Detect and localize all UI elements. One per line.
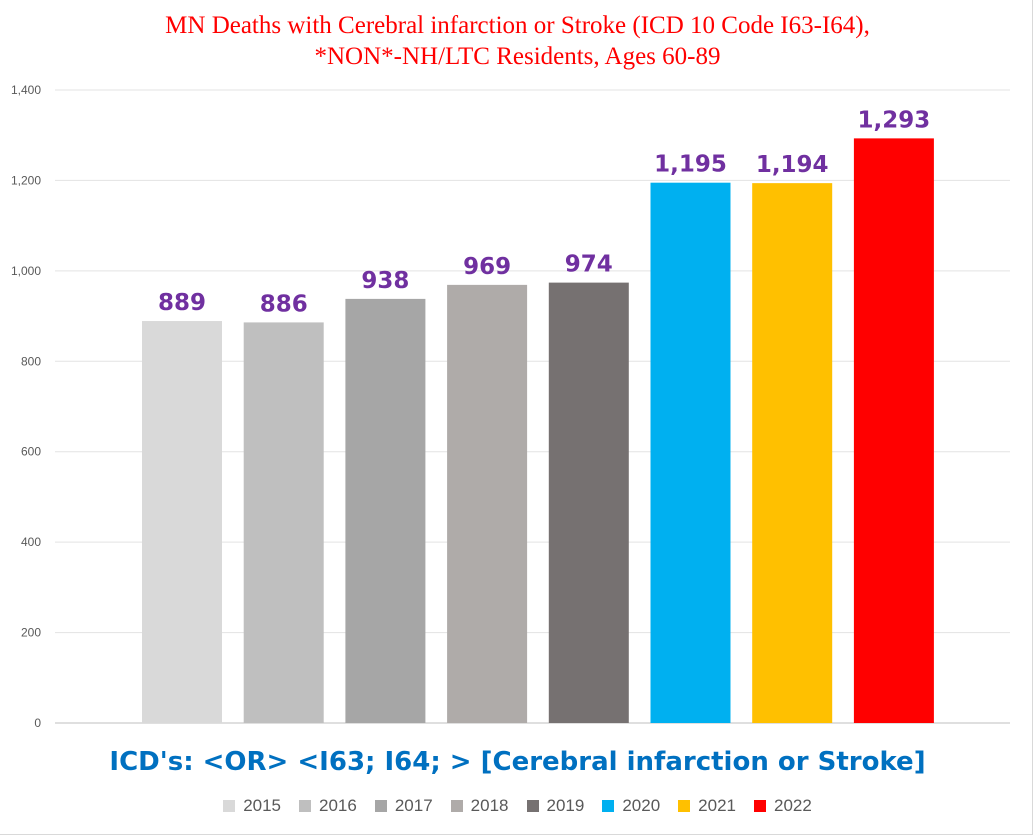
legend-swatch xyxy=(526,800,539,812)
legend-swatch xyxy=(678,800,691,812)
chart-subtitle: *NON*-NH/LTC Residents, Ages 60-89 xyxy=(314,43,721,70)
bar-2019 xyxy=(548,282,629,723)
bar-2017 xyxy=(345,298,426,723)
legend-item-2019: 2019 xyxy=(526,796,585,816)
bar-2022 xyxy=(853,138,934,724)
legend-item-2021: 2021 xyxy=(678,796,736,816)
legend-label: 2017 xyxy=(394,796,433,815)
x-axis-label: ICD's: <OR> <I63; I64; > [Cerebral infar… xyxy=(109,747,926,777)
bar-2018 xyxy=(447,284,528,723)
data-label-2019: 974 xyxy=(565,252,613,278)
legend-label: 2015 xyxy=(243,796,282,815)
legend-label: 2018 xyxy=(470,796,509,815)
bar-2020 xyxy=(650,182,731,724)
data-label-2018: 969 xyxy=(463,254,511,280)
legend-swatch xyxy=(223,800,236,812)
legend-item-2022: 2022 xyxy=(753,796,812,816)
y-tick-label: 400 xyxy=(21,535,41,549)
y-tick-label: 0 xyxy=(34,716,41,730)
legend-swatch xyxy=(374,800,387,812)
legend-item-2015: 2015 xyxy=(223,796,281,816)
legend-label: 2019 xyxy=(546,796,585,815)
legend: 2015 2016 2017 2018 2019 2020 2021 2022 xyxy=(0,796,1035,816)
data-label-2017: 938 xyxy=(361,268,409,294)
chart-title-line-1: MN Deaths with Cerebral infarction or St… xyxy=(165,12,870,39)
legend-item-2020: 2020 xyxy=(602,796,660,816)
legend-label: 2022 xyxy=(773,796,812,815)
data-label-2016: 886 xyxy=(260,291,308,317)
data-label-2022: 1,293 xyxy=(858,107,931,133)
legend-item-2017: 2017 xyxy=(374,796,433,816)
legend-swatch xyxy=(602,800,615,812)
y-tick-label: 200 xyxy=(21,626,41,640)
bar-2016 xyxy=(243,322,324,723)
legend-swatch xyxy=(299,800,312,812)
data-label-2021: 1,194 xyxy=(756,152,829,178)
chart-title: MN Deaths with Cerebral infarction or St… xyxy=(0,10,1035,72)
y-tick-label: 1,000 xyxy=(11,264,41,278)
bar-2015 xyxy=(142,321,222,723)
legend-item-2018: 2018 xyxy=(450,796,509,816)
legend-label: 2016 xyxy=(319,796,357,815)
y-tick-label: 1,200 xyxy=(11,173,41,187)
y-tick-label: 600 xyxy=(21,445,41,459)
legend-label: 2021 xyxy=(698,796,736,815)
bar-2021 xyxy=(752,183,833,724)
y-tick-label: 1,400 xyxy=(11,83,41,97)
legend-item-2016: 2016 xyxy=(299,796,357,816)
data-label-2015: 889 xyxy=(158,290,206,316)
data-label-2020: 1,195 xyxy=(654,152,727,178)
legend-swatch xyxy=(450,800,463,812)
y-tick-label: 800 xyxy=(21,354,41,368)
legend-swatch xyxy=(753,800,766,812)
legend-label: 2020 xyxy=(622,796,661,815)
